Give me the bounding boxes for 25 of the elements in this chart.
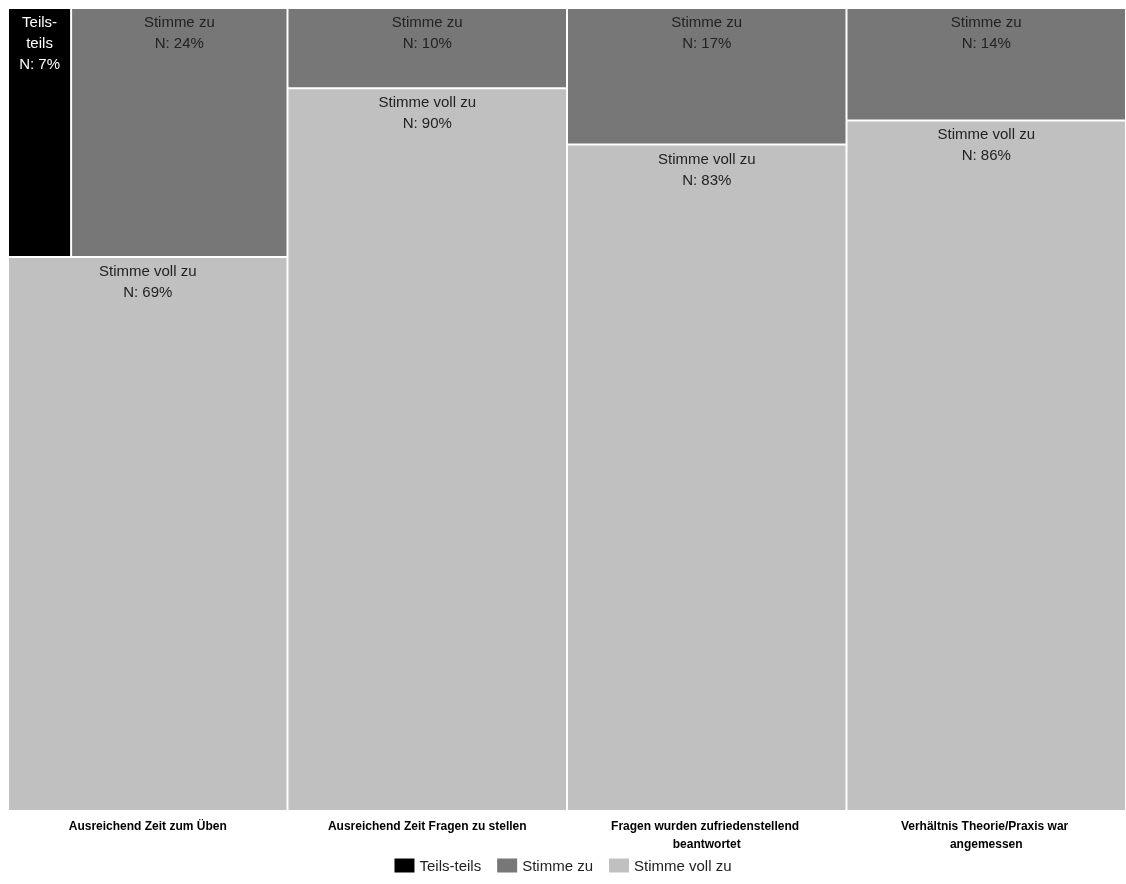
category-label: Ausreichend Zeit Fragen zu stellen [327,819,527,833]
text: Stimme voll zu [378,93,477,111]
category-label: Fragen wurden zufriedenstellend beantwortet [611,819,803,851]
data-label: N: 83% [682,170,732,188]
data-label: N: 86% [961,146,1011,164]
category-label: Ausreichend Zeit zum Üben [68,818,227,833]
legend-label: Stimme zu [522,857,594,874]
legend-label: Teils-teils [419,857,482,874]
category-label: Verhältnis Theorie/Praxis war angemessen [900,819,1072,851]
data-label: N: 10% [402,34,452,51]
text: Stimme zu [950,13,1022,30]
data-label: N: 90% [402,114,452,132]
text: Stimme voll zu [98,261,197,279]
legend-label: Stimme voll zu [634,857,732,874]
text: Stimme zu [143,13,215,30]
text: Stimme voll zu [937,125,1036,143]
data-label: N: 24% [154,34,204,51]
data-label: N: 17% [682,34,732,51]
text: Stimme zu [671,13,743,30]
data-label: N: 69% [123,282,173,300]
text: Stimme zu [391,13,463,30]
text: Teils-teils [22,13,58,51]
text: Stimme voll zu [657,149,756,167]
data-label: N: 7% [19,55,60,72]
data-label: N: 14% [961,34,1011,51]
